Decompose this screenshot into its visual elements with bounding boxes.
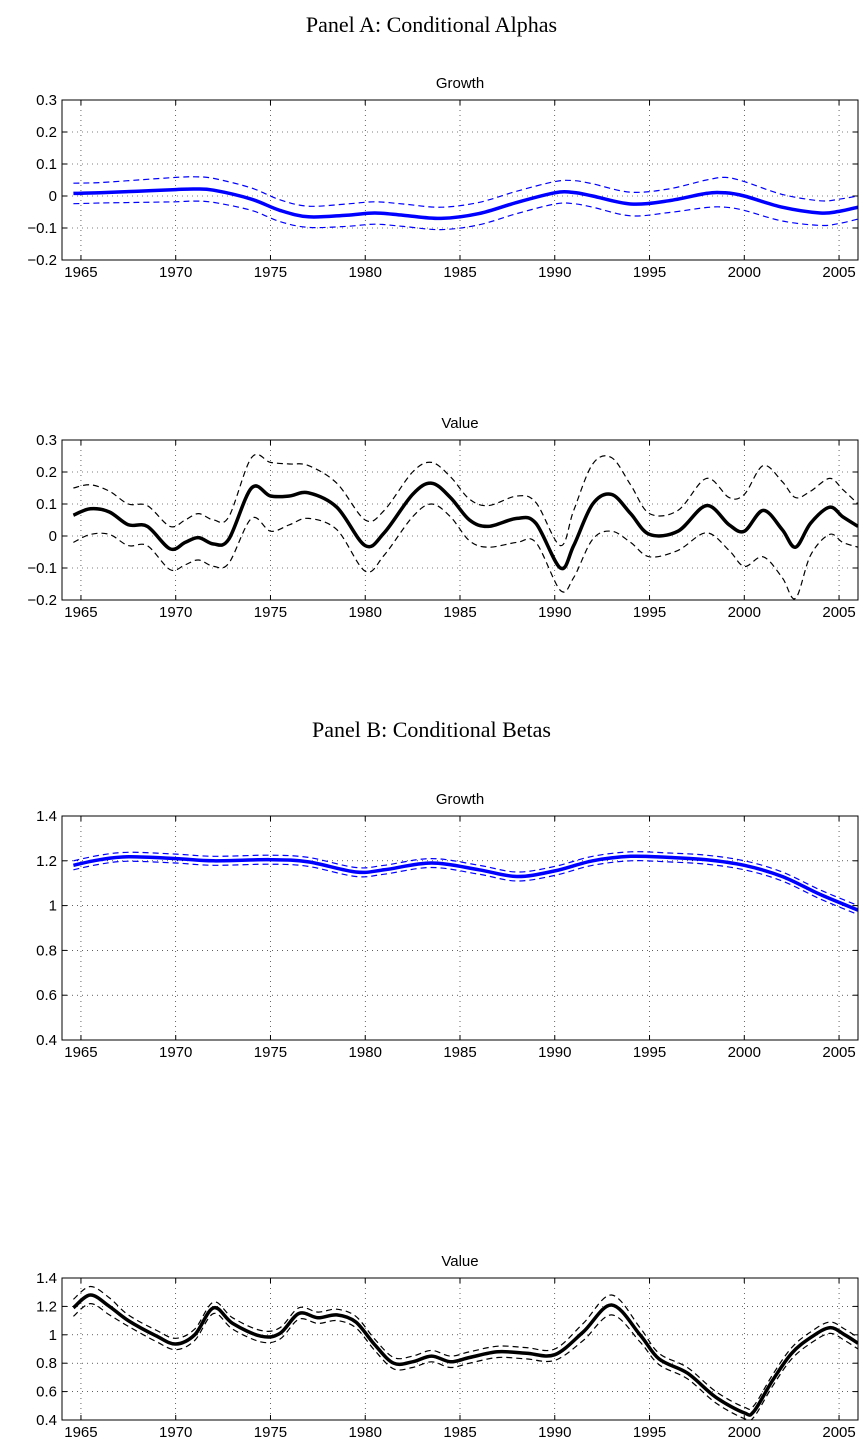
panel-b-value-ytick-label: 0.6: [36, 1384, 57, 1401]
panel-b-value-axes-frame: [61, 1277, 859, 1421]
panel-a-growth-title: Growth: [436, 75, 484, 92]
panel-a-value-xtick-label: 1990: [538, 604, 571, 621]
panel-a-value-ytick-label: −0.2: [27, 592, 57, 609]
panel-a-growth-xtick-label: 1995: [633, 264, 666, 281]
panel-b-value-estimate-line: [72, 1293, 858, 1417]
panel-b-value-xtick-label: 1980: [349, 1424, 382, 1441]
panel-a-growth-ytick-label: −0.2: [27, 252, 57, 269]
panel-b-growth-ytick-label: 1: [49, 898, 57, 915]
panel-a-growth-ytick-label: 0.3: [36, 92, 57, 109]
panel-b-growth-lower-band-line: [73, 860, 858, 916]
panel-b-growth-xtick-label: 1975: [254, 1044, 287, 1061]
panel-a-value-title: Value: [441, 415, 478, 432]
panel-a-value-ytick-label: 0.1: [36, 496, 57, 513]
panel-a-growth-ytick-label: 0: [49, 188, 57, 205]
panel-b-growth-chart: Growth 1965 1970 1975 1980 1985 1990 1995 2000 20…: [36, 791, 859, 1061]
panel-b-growth-estimate-line: [73, 854, 858, 912]
panel-a-value-xtick-label: 1975: [254, 604, 287, 621]
panel-a-growth-lower-band-line: [73, 200, 858, 231]
panel-a-growth-ytick-label: −0.1: [27, 220, 57, 237]
panel-b-value-ytick-label: 1.4: [36, 1270, 57, 1287]
panel-a-growth-xtick-label: 2005: [822, 264, 855, 281]
panel-a-growth-xtick-label: 1990: [538, 264, 571, 281]
panel-b-value-lower-band-line: [73, 1302, 858, 1420]
panel-a-value-ytick-label: 0.3: [36, 432, 57, 449]
panel-b-growth-xtick-label: 1995: [633, 1044, 666, 1061]
panel-b-growth-xtick-label: 1985: [443, 1044, 476, 1061]
panel-a-value-ytick-label: −0.1: [27, 560, 57, 577]
panel-a-growth-chart: Growth 1965 1970 1975 1980 1985 1990 1995 2000 20…: [27, 75, 859, 281]
panel-a-value-xtick-label: 1970: [159, 604, 192, 621]
panel-a-value-xtick-label: 1995: [633, 604, 666, 621]
panel-b-growth-xtick-label: 2005: [822, 1044, 855, 1061]
panel-b-value-ytick-label: 0.4: [36, 1412, 57, 1429]
panel-a-growth-xtick-label: 1975: [254, 264, 287, 281]
panel-b-growth-xtick-label: 2000: [728, 1044, 761, 1061]
panel-b-growth-upper-band-line: [73, 851, 858, 907]
panel-b-value-xtick-label: 1975: [254, 1424, 287, 1441]
panel-a-growth-upper-band-line: [73, 176, 858, 208]
panel-a-value-axes-frame: [61, 439, 859, 601]
panel-b-value-xtick-label: 1965: [64, 1424, 97, 1441]
panel-a-value-xtick-label: 1985: [443, 604, 476, 621]
panel-b-value-xtick-label: 2005: [822, 1424, 855, 1441]
panel-b-value-title: Value: [441, 1253, 478, 1270]
panel-b-growth-ytick-label: 1.2: [36, 853, 57, 870]
panel-a-value-chart: Value 1965 1970 1975 1980 1985 1990 1995 2000 200…: [27, 415, 859, 621]
panel-a-growth-estimate-line: [73, 187, 858, 221]
panel-b-value-xtick-label: 1985: [443, 1424, 476, 1441]
panel-b-growth-title: Growth: [436, 791, 484, 808]
panel-b-growth-xtick-label: 1980: [349, 1044, 382, 1061]
panel-b-value-xtick-label: 1990: [538, 1424, 571, 1441]
panel-b-value-ytick-label: 1.2: [36, 1298, 57, 1315]
panel-b-growth-axes-frame: [61, 815, 859, 1041]
panel-b-value-xtick-label: 1995: [633, 1424, 666, 1441]
panel-b-value-chart: Value 1965 1970 1975 1980 1985 1990 1995 2000 200…: [36, 1253, 859, 1441]
panel-b-value-ytick-label: 1: [49, 1327, 57, 1344]
panel-a-growth-xtick-label: 1970: [159, 264, 192, 281]
panel-b-growth-xtick-label: 1970: [159, 1044, 192, 1061]
panel-a-value-xtick-label: 2005: [822, 604, 855, 621]
panel-a-value-xtick-label: 2000: [728, 604, 761, 621]
panel-a-growth-ytick-label: 0.1: [36, 156, 57, 173]
panel-b-value-xtick-label: 2000: [728, 1424, 761, 1441]
panel-b-growth-ytick-label: 0.6: [36, 987, 57, 1004]
panel-b-value-upper-band-line: [73, 1285, 858, 1411]
panel-b-growth-ytick-label: 0.4: [36, 1032, 57, 1049]
panel-a-value-xtick-label: 1980: [349, 604, 382, 621]
panel-a-value-ytick-label: 0: [49, 528, 57, 545]
panel-a-growth-axes-frame: [61, 99, 859, 261]
panel-a-growth-xtick-label: 1980: [349, 264, 382, 281]
panel-b-growth-xtick-label: 1990: [538, 1044, 571, 1061]
panel-b-growth-ytick-label: 0.8: [36, 942, 57, 959]
panel-a-value-ytick-label: 0.2: [36, 464, 57, 481]
panel-b-title: Panel B: Conditional Betas: [312, 717, 551, 742]
panel-b-value-xtick-label: 1970: [159, 1424, 192, 1441]
panel-b-value-ytick-label: 0.8: [36, 1355, 57, 1372]
panel-a-value-estimate-line: [72, 481, 858, 571]
panel-a-growth-ytick-label: 0.2: [36, 124, 57, 141]
panel-a-value-lower-band-line: [73, 503, 858, 600]
panel-b-growth-ytick-label: 1.4: [36, 808, 57, 825]
panel-a-growth-xtick-label: 1965: [64, 264, 97, 281]
panel-a-growth-xtick-label: 1985: [443, 264, 476, 281]
panel-a-title: Panel A: Conditional Alphas: [305, 12, 558, 37]
panel-a-growth-xtick-label: 2000: [728, 264, 761, 281]
panel-a-value-xtick-label: 1965: [64, 604, 97, 621]
panel-b-growth-xtick-label: 1965: [64, 1044, 97, 1061]
